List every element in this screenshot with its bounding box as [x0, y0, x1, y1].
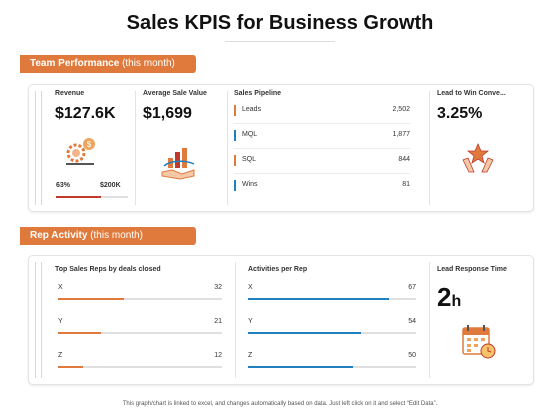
pipeline-row-leads: Leads 2,502	[234, 104, 410, 118]
activities-bar-fill	[248, 332, 362, 334]
response-time-value: 2h	[437, 282, 461, 313]
top-reps-bar-fill	[58, 366, 83, 368]
pipeline-row-value: 844	[398, 156, 410, 163]
pipeline-row-value: 81	[402, 181, 410, 188]
rep-activity-sub: (this month)	[90, 230, 143, 241]
top-reps-row-label: X	[58, 284, 63, 291]
top-reps-label: Top Sales Reps by deals closed	[55, 266, 161, 273]
pipeline-row-mql: MQL 1,877	[234, 129, 410, 143]
page-title: Sales KPIS for Business Growth	[126, 12, 434, 34]
column-divider	[227, 91, 228, 205]
top-reps-row-z: Z 12	[58, 352, 222, 376]
svg-text:$: $	[87, 140, 92, 149]
revenue-progress-fill	[56, 196, 102, 198]
activities-row-value: 67	[408, 284, 416, 291]
pipeline-row-label: MQL	[242, 131, 258, 138]
pipeline-row-value: 1,877	[392, 131, 410, 138]
revenue-target: $200K	[100, 182, 121, 189]
activities-row-value: 50	[408, 352, 416, 359]
activities-bar-track	[248, 366, 416, 368]
top-reps-row-label: Y	[58, 318, 63, 325]
activities-row-y: Y 54	[248, 318, 416, 342]
rep-activity-panel	[28, 255, 534, 385]
avg-sale-label: Average Sale Value	[143, 90, 207, 97]
pipeline-row-label: Leads	[242, 106, 262, 113]
lead-conv-value: 3.25%	[437, 105, 483, 122]
panel-edge	[41, 91, 42, 205]
top-reps-bar-fill	[58, 298, 124, 300]
column-divider	[135, 91, 136, 205]
panel-edge	[35, 262, 36, 378]
top-reps-bar-track	[58, 332, 222, 334]
column-divider	[429, 262, 430, 378]
pipeline-label: Sales Pipeline	[234, 90, 282, 97]
column-divider	[429, 91, 430, 205]
column-divider	[235, 262, 236, 378]
team-performance-sub: (this month)	[122, 58, 175, 69]
activities-row-x: X 67	[248, 284, 416, 308]
title-divider	[225, 41, 335, 42]
revenue-progress-pct: 63%	[56, 182, 71, 189]
top-reps-row-x: X 32	[58, 284, 222, 308]
response-time-unit: h	[451, 293, 462, 310]
top-reps-bar-track	[58, 298, 222, 300]
activities-bar-fill	[248, 366, 353, 368]
activities-bar-fill	[248, 298, 389, 300]
pipeline-divider	[234, 173, 410, 174]
activities-bar-track	[248, 298, 416, 300]
calendar-clock-icon	[460, 323, 498, 361]
tab-team-performance[interactable]: Team Performance (this month)	[20, 55, 196, 73]
activities-row-z: Z 50	[248, 352, 416, 376]
pipeline-row-value: 2,502	[392, 106, 410, 113]
top-reps-bar-fill	[58, 332, 102, 334]
footer-note: This graph/chart is linked to excel, and…	[122, 401, 438, 407]
hand-chart-icon	[160, 146, 198, 182]
response-time-number: 2	[437, 282, 452, 312]
revenue-label: Revenue	[55, 90, 85, 97]
pipeline-row-label: SQL	[242, 156, 257, 163]
top-reps-row-value: 21	[214, 318, 222, 325]
pipeline-row-sql: SQL 844	[234, 154, 410, 168]
top-reps-row-label: Z	[58, 352, 63, 359]
top-reps-bar-track	[58, 366, 222, 368]
activities-row-label: Z	[248, 352, 253, 359]
tab-rep-activity[interactable]: Rep Activity (this month)	[20, 227, 196, 245]
activities-label: Activities per Rep	[248, 266, 308, 273]
pipeline-divider	[234, 123, 410, 124]
activities-row-label: Y	[248, 318, 253, 325]
activities-bar-track	[248, 332, 416, 334]
rep-activity-label: Rep Activity	[30, 230, 88, 241]
pipeline-row-label: Wins	[242, 181, 258, 188]
pipeline-row-wins: Wins 81	[234, 179, 410, 193]
panel-edge	[41, 262, 42, 378]
pipeline-marker	[234, 130, 236, 141]
pipeline-marker	[234, 180, 236, 191]
activities-row-label: X	[248, 284, 253, 291]
hand-star-icon	[460, 140, 496, 176]
top-reps-row-value: 32	[214, 284, 222, 291]
top-reps-row-value: 12	[214, 352, 222, 359]
gear-dollar-icon: $	[62, 135, 98, 167]
pipeline-divider	[234, 148, 410, 149]
panel-edge	[35, 91, 36, 205]
avg-sale-value: $1,699	[143, 105, 192, 122]
pipeline-marker	[234, 155, 236, 166]
response-time-label: Lead Response Time	[437, 266, 507, 273]
lead-conv-label: Lead to Win Conve...	[437, 90, 506, 97]
activities-row-value: 54	[408, 318, 416, 325]
top-reps-row-y: Y 21	[58, 318, 222, 342]
pipeline-marker	[234, 105, 236, 116]
revenue-value: $127.6K	[55, 105, 116, 122]
team-performance-label: Team Performance	[30, 58, 120, 69]
revenue-progress-track	[56, 196, 128, 198]
